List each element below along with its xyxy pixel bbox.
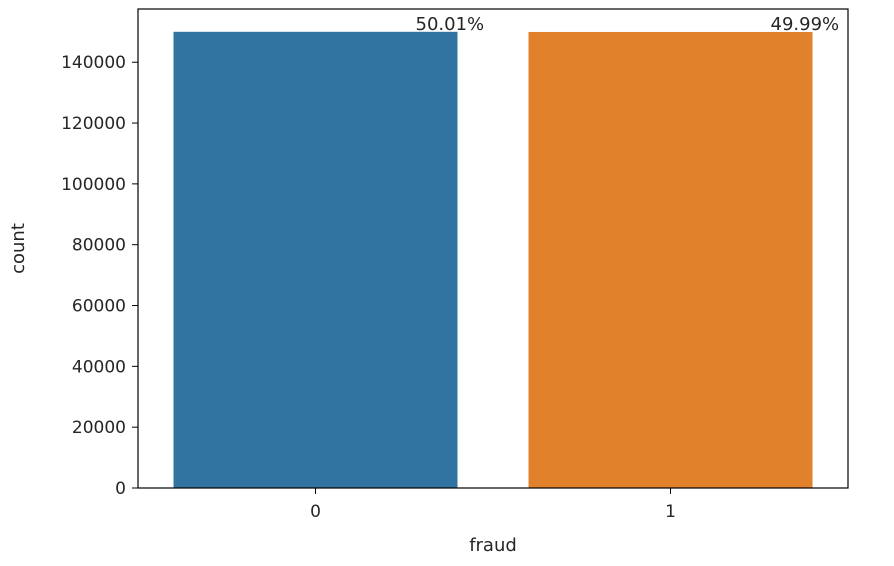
data-label-0: 50.01% (416, 14, 485, 35)
x-tick-label-1: 1 (665, 502, 676, 522)
y-axis-label: count (8, 223, 29, 274)
data-labels-layer: 50.01% 49.99% (416, 14, 840, 35)
x-tick-label-0: 0 (310, 502, 321, 522)
bars-layer (173, 31, 813, 489)
y-tick-label-0: 0 (115, 479, 126, 499)
bar-0 (173, 31, 458, 489)
data-label-1: 49.99% (771, 14, 840, 35)
y-tick-label-60000: 60000 (72, 297, 126, 317)
y-tick-label-120000: 120000 (61, 114, 126, 134)
plot-frame (137, 8, 849, 489)
bar-1 (528, 31, 813, 489)
y-tick-label-100000: 100000 (61, 175, 126, 195)
y-tick-label-20000: 20000 (72, 418, 126, 438)
y-tick-label-40000: 40000 (72, 357, 126, 377)
y-tick-label-80000: 80000 (72, 236, 126, 256)
y-tick-label-140000: 140000 (61, 53, 126, 73)
y-axis: 0 20000 40000 60000 80000 100000 120000 140000 (61, 53, 138, 499)
x-axis-label: fraud (469, 535, 517, 556)
